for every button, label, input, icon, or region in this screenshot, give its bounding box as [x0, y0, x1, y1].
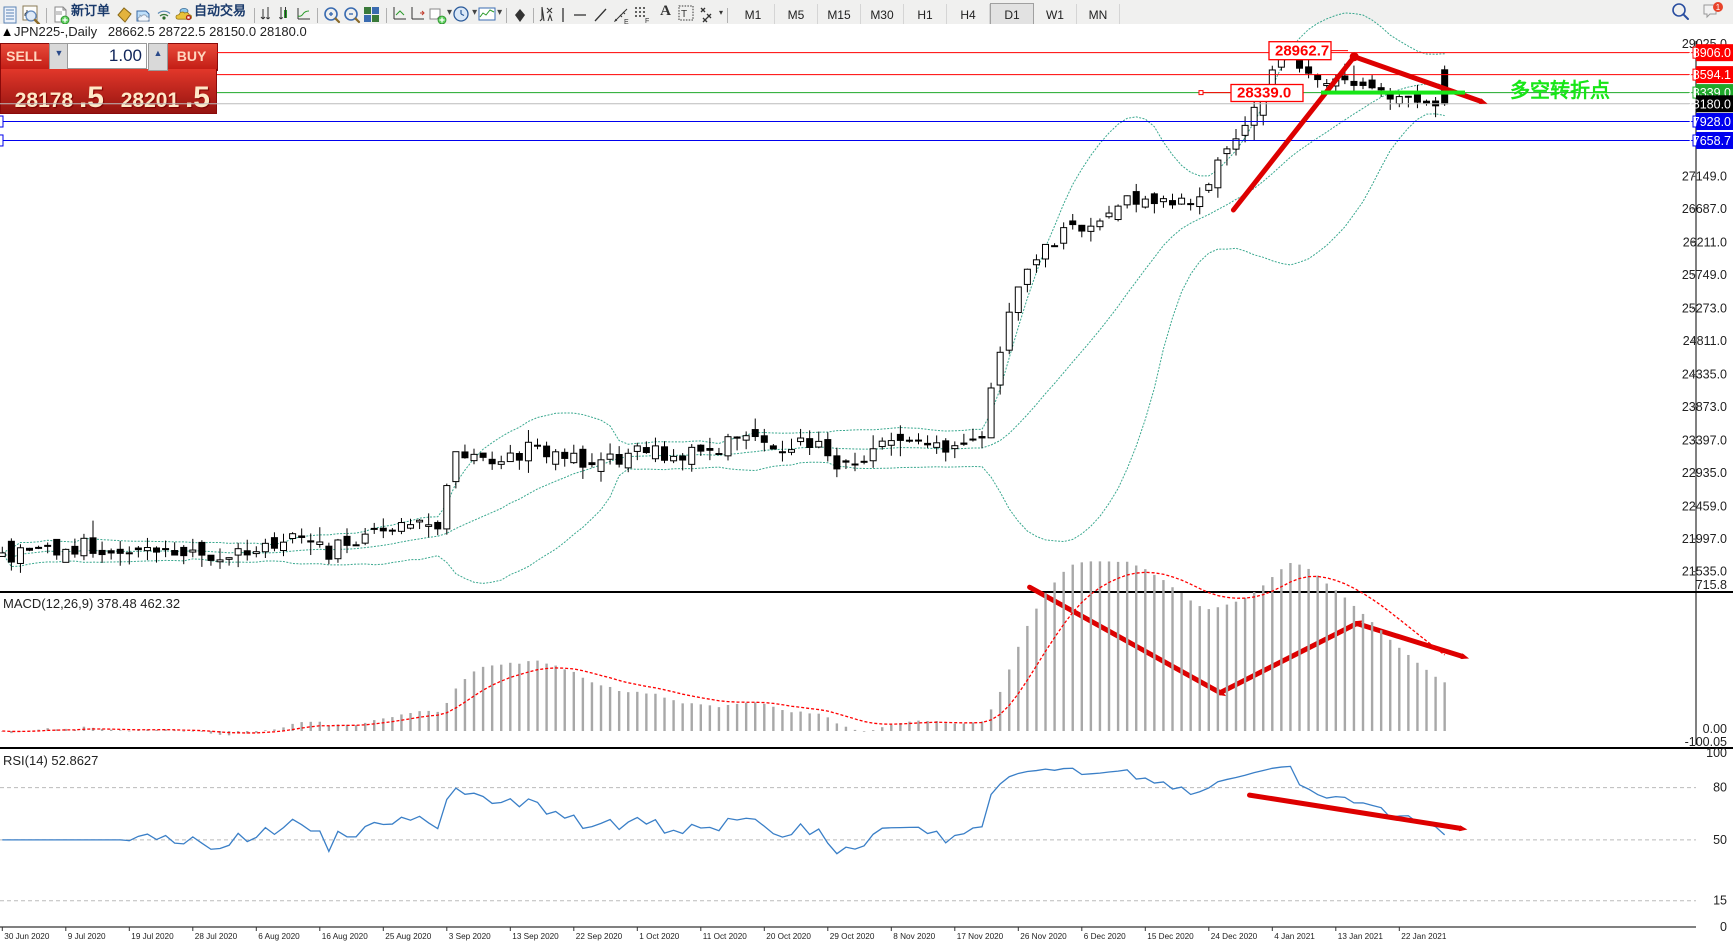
svg-text:8 Nov 2020: 8 Nov 2020	[893, 932, 935, 941]
svg-text:22 Sep 2020: 22 Sep 2020	[576, 932, 623, 941]
svg-text:21535.0: 21535.0	[1682, 565, 1727, 579]
svg-text:9 Jul 2020: 9 Jul 2020	[68, 932, 106, 941]
svg-text:23397.0: 23397.0	[1682, 433, 1727, 447]
svg-text:0: 0	[1720, 920, 1727, 934]
svg-text:19 Jul 2020: 19 Jul 2020	[131, 932, 174, 941]
svg-text:21997.0: 21997.0	[1682, 532, 1727, 546]
svg-text:29 Oct 2020: 29 Oct 2020	[830, 932, 875, 941]
svg-text:15: 15	[1713, 894, 1727, 908]
svg-text:24811.0: 24811.0	[1683, 334, 1727, 348]
svg-text:0.00: 0.00	[1703, 722, 1727, 736]
svg-text:100: 100	[1706, 746, 1727, 760]
svg-text:28 Jul 2020: 28 Jul 2020	[195, 932, 238, 941]
svg-text:23873.0: 23873.0	[1682, 400, 1727, 414]
svg-text:27928.0: 27928.0	[1686, 115, 1731, 129]
svg-text:28962.7: 28962.7	[1275, 42, 1329, 59]
svg-text:28180.0: 28180.0	[1686, 97, 1731, 111]
svg-text:11 Oct 2020: 11 Oct 2020	[703, 932, 747, 941]
svg-text:6 Aug 2020: 6 Aug 2020	[258, 932, 300, 941]
svg-text:1 Oct 2020: 1 Oct 2020	[639, 932, 680, 941]
svg-text:24335.0: 24335.0	[1682, 367, 1727, 381]
svg-text:20 Oct 2020: 20 Oct 2020	[766, 932, 811, 941]
svg-text:27149.0: 27149.0	[1682, 169, 1727, 183]
svg-text:80: 80	[1713, 781, 1727, 795]
svg-text:26 Nov 2020: 26 Nov 2020	[1020, 932, 1067, 941]
svg-text:4 Jan 2021: 4 Jan 2021	[1274, 932, 1315, 941]
svg-text:3 Sep 2020: 3 Sep 2020	[449, 932, 491, 941]
svg-text:25 Aug 2020: 25 Aug 2020	[385, 932, 431, 941]
svg-text:26211.0: 26211.0	[1683, 235, 1727, 249]
svg-text:16 Aug 2020: 16 Aug 2020	[322, 932, 368, 941]
svg-text:22459.0: 22459.0	[1682, 500, 1727, 514]
svg-text:15 Dec 2020: 15 Dec 2020	[1147, 932, 1194, 941]
svg-text:多空转折点: 多空转折点	[1510, 78, 1610, 102]
svg-text:24 Dec 2020: 24 Dec 2020	[1211, 932, 1258, 941]
svg-text:30 Jun 2020: 30 Jun 2020	[4, 932, 50, 941]
svg-text:6 Dec 2020: 6 Dec 2020	[1084, 932, 1126, 941]
svg-text:28906.0: 28906.0	[1686, 46, 1731, 60]
svg-text:22 Jan 2021: 22 Jan 2021	[1401, 932, 1447, 941]
svg-text:25273.0: 25273.0	[1682, 301, 1727, 315]
svg-text:22935.0: 22935.0	[1682, 466, 1727, 480]
svg-text:17 Nov 2020: 17 Nov 2020	[957, 932, 1004, 941]
svg-text:13 Sep 2020: 13 Sep 2020	[512, 932, 559, 941]
svg-text:50: 50	[1713, 833, 1727, 847]
svg-text:27658.7: 27658.7	[1686, 134, 1731, 148]
svg-text:13 Jan 2021: 13 Jan 2021	[1338, 932, 1384, 941]
svg-text:715.8: 715.8	[1696, 578, 1727, 592]
svg-text:28339.0: 28339.0	[1237, 85, 1291, 102]
svg-text:25749.0: 25749.0	[1682, 268, 1727, 282]
svg-text:26687.0: 26687.0	[1682, 202, 1727, 216]
svg-text:28594.1: 28594.1	[1686, 68, 1731, 82]
